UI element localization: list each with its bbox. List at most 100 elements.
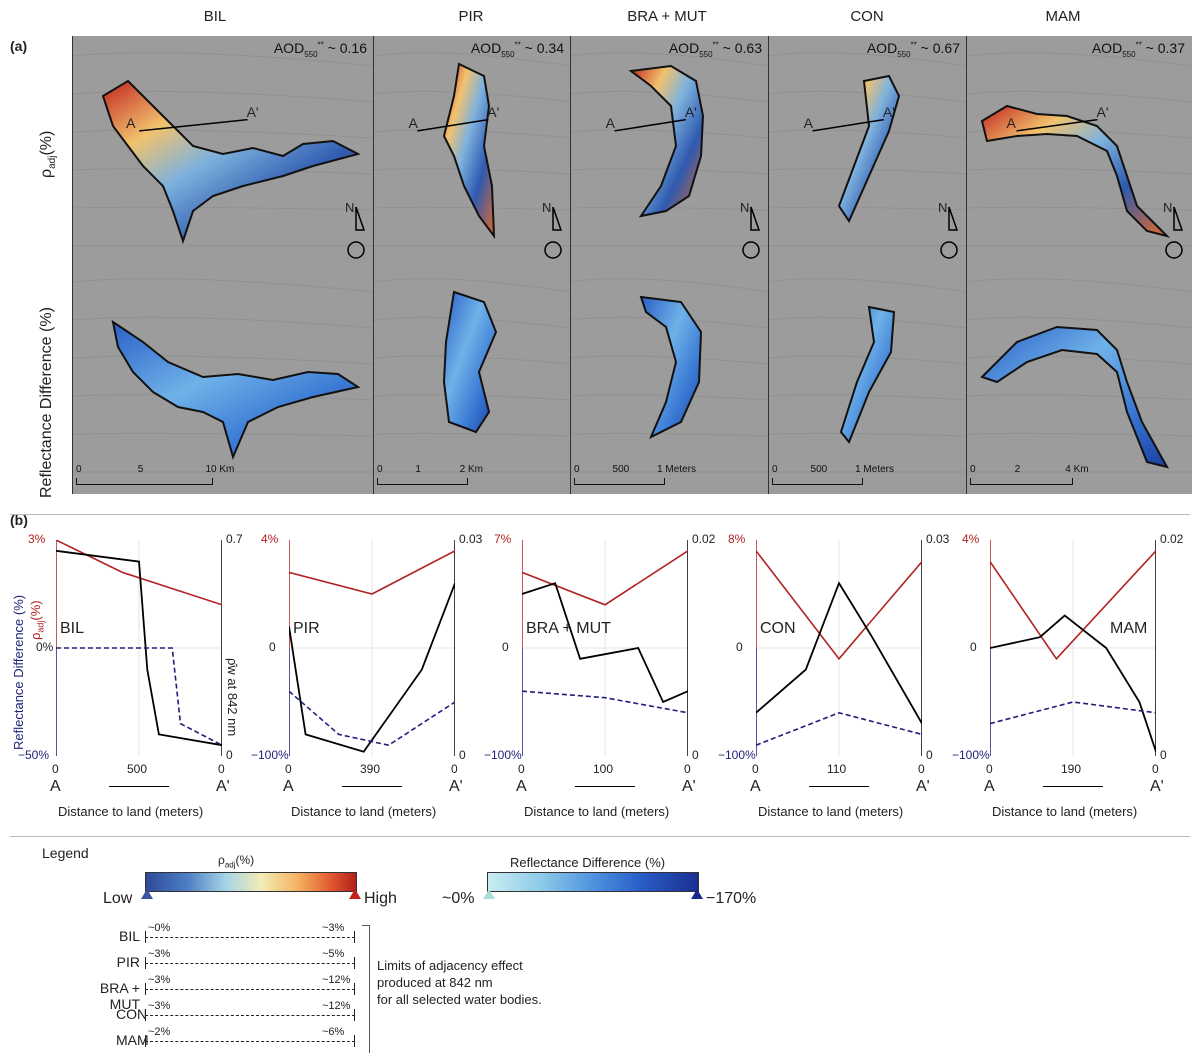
transect-start-4: A [1006, 115, 1016, 132]
limits-low-2: ~3% [148, 974, 171, 986]
profile-a-2: A [516, 778, 527, 795]
diff-bottom-tick-3: −100% [718, 748, 756, 762]
rho-top-tick-1: 4% [261, 532, 279, 546]
panel-a-label: (a) [10, 38, 28, 54]
limits-site-3: CON [116, 1006, 148, 1022]
map-0-rho [72, 36, 374, 262]
row-label-diff: Reflectance Difference (%) [38, 307, 55, 498]
legend-title: Legend [42, 845, 89, 861]
right-top-tick-2: 0.02 [692, 532, 716, 546]
site-title-pir: PIR [458, 8, 484, 25]
limits-site-4: MAM [116, 1032, 149, 1048]
profile-a-prime-4: A' [1150, 778, 1164, 795]
diff-low-marker-icon [483, 889, 495, 899]
limits-site-0: BIL [118, 928, 140, 944]
right-bottom-tick-2: 0 [692, 748, 699, 762]
transect-end-3: A' [882, 103, 895, 120]
x-start-tick-2: 0 [518, 762, 525, 776]
y-left-blue-label: Reflectance Difference (%) [11, 594, 26, 750]
rho-low-label: Low [103, 890, 133, 907]
limits-line-3 [145, 1015, 355, 1016]
map-3-diff [768, 262, 967, 494]
diff-zero-tick-0: 0% [36, 640, 54, 654]
diff-bottom-tick-2: −100% [484, 748, 522, 762]
map-4-diff [966, 262, 1192, 494]
diff-bottom-tick-0: −50% [18, 748, 50, 762]
map-3-rho [768, 36, 967, 262]
diff-bottom-tick-1: −100% [251, 748, 289, 762]
limits-high-4: ~6% [322, 1026, 345, 1038]
limits-line-0 [145, 937, 355, 938]
transect-start-0: A [126, 115, 136, 132]
row-label-rho: ρadj(%) [38, 130, 59, 178]
panel-b-label: (b) [10, 512, 28, 528]
north-arrow-icon-4: N [1163, 200, 1173, 215]
right-bottom-tick-3: 0 [926, 748, 933, 762]
scale-tick-1-0: 0 [377, 464, 383, 475]
limits-low-3: ~3% [148, 1000, 171, 1012]
scale-tick-4-1: 2 [1014, 464, 1021, 475]
right-top-tick-4: 0.02 [1160, 532, 1184, 546]
arrow-right-icon-3 [809, 786, 869, 787]
rho-low-marker-icon [141, 889, 153, 899]
arrow-right-icon-0 [109, 786, 169, 787]
x-start-tick-4: 0 [986, 762, 993, 776]
aod-label-3: AOD550** ~ 0.67 [866, 40, 960, 59]
diff-zero-tick-3: 0 [736, 640, 743, 654]
scale-tick-0-0: 0 [76, 464, 82, 475]
scale-tick-3-0: 0 [772, 464, 778, 475]
site-title-con: CON [850, 8, 884, 25]
diff-zero-tick-2: 0 [502, 640, 509, 654]
north-arrow-icon-1: N [542, 200, 552, 215]
scale-tick-1-2: 2 Km [459, 464, 483, 475]
limits-site-2: BRA + MUT [99, 980, 140, 1012]
transect-start-1: A [408, 115, 418, 132]
diff-colorbar [487, 872, 699, 892]
limits-line-1 [145, 963, 355, 964]
limits-low-0: ~0% [148, 922, 171, 934]
arrow-right-icon-4 [1043, 786, 1103, 787]
profile-plot-1 [288, 540, 456, 756]
x-start-tick-1: 0 [285, 762, 292, 776]
scale-tick-3-1: 500 [810, 464, 828, 475]
x-end-tick-1: 0 [451, 762, 458, 776]
scale-bar-4 [970, 478, 1074, 485]
diff-high-label: −170% [706, 890, 757, 907]
map-1-rho [373, 36, 571, 262]
arrow-right-icon-2 [575, 786, 635, 787]
site-title-bra-mut: BRA + MUT [627, 8, 707, 25]
profile-a-4: A [984, 778, 995, 795]
x-end-tick-4: 0 [1152, 762, 1159, 776]
x-axis-label-3: Distance to land (meters) [758, 804, 904, 819]
profile-a-prime-3: A' [916, 778, 930, 795]
aod-label-0: AOD550** ~ 0.16 [273, 40, 367, 59]
x-end-tick-2: 0 [684, 762, 691, 776]
profile-name-1: PIR [293, 620, 320, 637]
profile-plot-4 [989, 540, 1157, 756]
profile-a-prime-0: A' [216, 778, 230, 795]
x-end-tick-3: 0 [918, 762, 925, 776]
transect-start-2: A [605, 115, 615, 132]
x-axis-label-4: Distance to land (meters) [992, 804, 1138, 819]
map-2-rho [570, 36, 769, 262]
profile-a-1: A [283, 778, 294, 795]
scale-tick-1-1: 1 [415, 464, 421, 475]
aod-label-1: AOD550** ~ 0.34 [470, 40, 564, 59]
limits-high-0: ~3% [322, 922, 345, 934]
transect-end-1: A' [487, 103, 500, 120]
scale-tick-4-2: 4 Km [1065, 464, 1089, 475]
scale-tick-2-2: 1 Meters [657, 464, 696, 475]
rho-top-tick-3: 8% [728, 532, 746, 546]
north-arrow-icon-2: N [740, 200, 750, 215]
limits-high-3: ~12% [322, 1000, 351, 1012]
x-start-tick-0: 0 [52, 762, 59, 776]
profile-name-4: MAM [1110, 620, 1148, 637]
limits-high-1: ~5% [322, 948, 345, 960]
scale-tick-3-2: 1 Meters [855, 464, 894, 475]
x-start-tick-3: 0 [752, 762, 759, 776]
x-end-tick-0: 0 [218, 762, 225, 776]
limits-note: Limits of adjacency effect produced at 8… [377, 958, 542, 1007]
scale-tick-0-2: 10 Km [205, 464, 235, 475]
map-0-diff [72, 262, 374, 494]
y-left-red-label: ρadj(%) [28, 600, 46, 640]
